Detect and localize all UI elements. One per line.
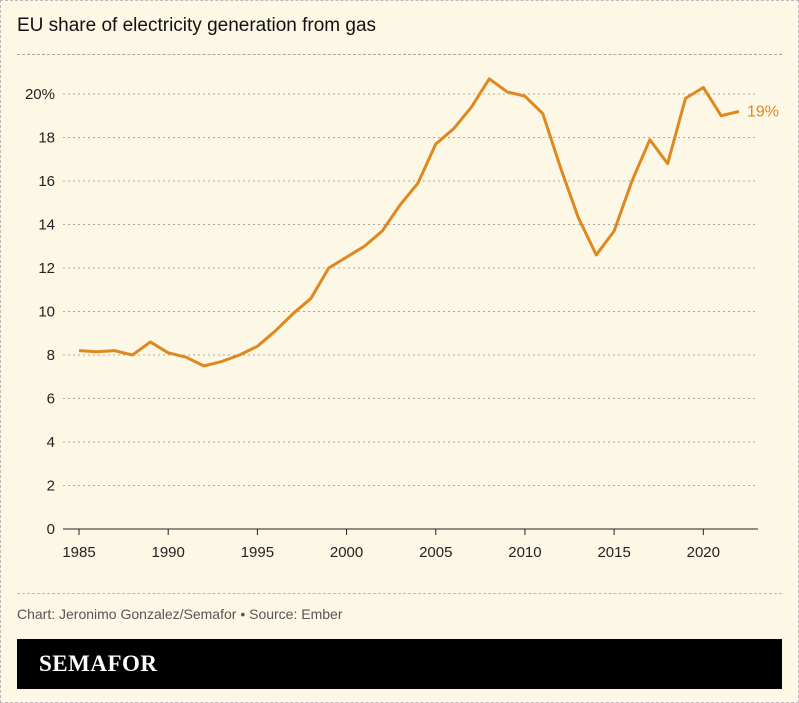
- y-tick-label: 20%: [25, 86, 55, 103]
- y-tick-label: 12: [38, 260, 55, 277]
- x-tick-label: 2010: [508, 544, 541, 561]
- semafor-logo: SEMAFOR: [39, 651, 158, 676]
- x-tick-label: 2015: [597, 544, 630, 561]
- divider: [17, 593, 782, 594]
- y-tick-label: 0: [47, 521, 55, 538]
- y-tick-label: 6: [47, 391, 55, 408]
- x-tick-label: 1985: [62, 544, 95, 561]
- brand-bar: SEMAFOR: [17, 639, 782, 689]
- series-line: [78, 77, 740, 368]
- line-chart: 0 2 4 6 8 10 12 14 16 18 20% 1985 1990 1995 2000 2005 20…: [25, 77, 779, 561]
- x-tick-label: 2005: [419, 544, 452, 561]
- y-tick-label: 2: [47, 478, 55, 495]
- y-tick-label: 4: [47, 434, 55, 451]
- y-tick-label: 8: [47, 347, 55, 364]
- x-tick-label: 1990: [152, 544, 185, 561]
- y-tick-label: 16: [38, 173, 55, 190]
- x-tick-label: 2020: [687, 544, 720, 561]
- x-tick-label: 2000: [330, 544, 363, 561]
- x-tick-label: 1995: [241, 544, 274, 561]
- y-tick-label: 18: [38, 130, 55, 147]
- y-tick-label: 10: [38, 304, 55, 321]
- chart-credit: Chart: Jeronimo Gonzalez/Semafor • Sourc…: [17, 606, 343, 622]
- divider: [17, 54, 782, 55]
- chart-title: EU share of electricity generation from …: [17, 15, 377, 36]
- y-tick-label: 14: [38, 217, 55, 234]
- end-value-label: 19%: [747, 103, 779, 120]
